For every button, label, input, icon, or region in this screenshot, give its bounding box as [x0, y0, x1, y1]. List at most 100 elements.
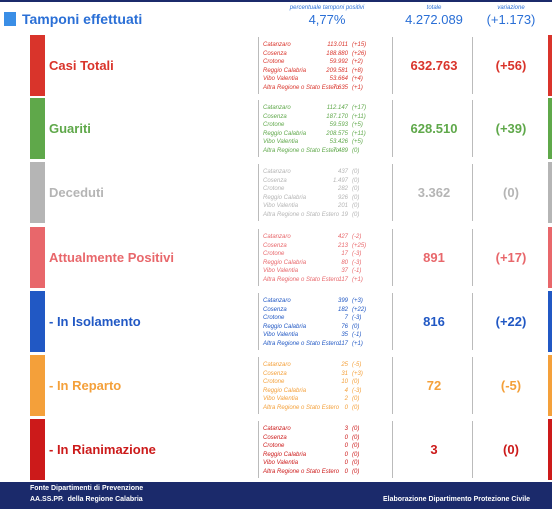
- province-change: (+5): [352, 139, 363, 145]
- province: Crotone: [263, 251, 285, 257]
- province-value: 53.426: [329, 139, 348, 145]
- province-change: (0): [352, 194, 360, 201]
- province: Reggio Calabria: [263, 451, 307, 458]
- province: Cosenza: [263, 50, 287, 57]
- province-change: (+1): [352, 84, 363, 91]
- section-total: 3.362: [417, 184, 451, 200]
- total-label: totale: [426, 5, 442, 11]
- change: (+1.173): [486, 12, 536, 27]
- province-change: (-3): [352, 315, 362, 321]
- section-total: 628.510: [410, 120, 458, 136]
- province-value: 1.497: [332, 177, 348, 184]
- province: Altra Regione o Stato Estero: [263, 276, 340, 283]
- section-change: (+39): [495, 120, 527, 136]
- province-value: 53.664: [329, 76, 348, 82]
- province-change: (0): [352, 434, 360, 441]
- section-total: 3: [430, 441, 438, 457]
- section-edge: [548, 98, 552, 159]
- province-value: 188.880: [326, 50, 348, 57]
- province-change: (0): [352, 443, 360, 449]
- province: Catanzaro: [263, 426, 291, 432]
- separator: [258, 421, 259, 478]
- province-value: 117: [338, 340, 348, 347]
- section-change: (+17): [495, 249, 527, 265]
- province-value: 37: [341, 268, 348, 274]
- province-change: (+17): [352, 105, 367, 111]
- province-value: 437: [337, 169, 348, 175]
- province: Vibo Valentia: [263, 139, 299, 145]
- province: Crotone: [263, 443, 285, 449]
- province-change: (0): [352, 323, 360, 330]
- province: Cosenza: [263, 434, 287, 441]
- section-change: (0): [503, 184, 519, 200]
- section-change: (+22): [495, 313, 527, 329]
- province-value: 31: [341, 370, 348, 377]
- province-change: (0): [352, 211, 360, 218]
- province-value: 926: [337, 194, 348, 201]
- province: Altra Regione o Stato Estero: [263, 211, 340, 218]
- separator: [472, 293, 473, 350]
- province-value: 19: [341, 211, 348, 218]
- province-value: 0: [344, 460, 348, 466]
- province-value: 0: [344, 404, 348, 411]
- footer: [0, 482, 552, 509]
- province: Cosenza: [263, 306, 287, 313]
- header-icon: [4, 12, 16, 26]
- province-value: 201: [337, 203, 348, 209]
- section-bar: [30, 162, 45, 223]
- section-label: Attualmente Positivi: [49, 249, 174, 265]
- province: Altra Regione o Stato Estero: [263, 84, 340, 91]
- province: Catanzaro: [263, 42, 291, 48]
- province: Crotone: [263, 186, 285, 192]
- province-change: (+5): [352, 122, 363, 128]
- separator: [392, 293, 393, 350]
- province: Reggio Calabria: [263, 194, 307, 201]
- province: Crotone: [263, 379, 285, 385]
- province: Reggio Calabria: [263, 130, 307, 137]
- province: Reggio Calabria: [263, 387, 307, 394]
- province-change: (+25): [352, 242, 367, 249]
- province-change: (-5): [352, 362, 362, 368]
- separator: [472, 164, 473, 221]
- section-bar: [30, 291, 45, 352]
- province-change: (0): [352, 186, 360, 192]
- province-value: 3: [344, 426, 348, 432]
- province-change: (-3): [352, 251, 362, 257]
- separator: [472, 421, 473, 478]
- header-rule: [0, 0, 552, 2]
- province-change: (+11): [352, 113, 366, 120]
- province-change: (-2): [352, 234, 362, 240]
- province: Cosenza: [263, 242, 287, 249]
- province-change: (+8): [352, 67, 363, 74]
- province-value: 4: [344, 387, 348, 394]
- separator: [258, 229, 259, 286]
- province-change: (0): [352, 426, 360, 432]
- province-change: (+1): [352, 276, 363, 283]
- province-value: 0: [344, 468, 348, 475]
- separator: [392, 357, 393, 414]
- province-value: 10: [341, 379, 348, 385]
- separator: [472, 357, 473, 414]
- province: Altra Regione o Stato Estero: [263, 147, 340, 154]
- province-change: (+11): [352, 130, 366, 137]
- province: Catanzaro: [263, 362, 291, 368]
- section-change: (-5): [500, 377, 522, 393]
- province: Cosenza: [263, 177, 287, 184]
- section-bar: [30, 419, 45, 480]
- header-title: Tamponi effettuati: [22, 11, 143, 27]
- separator: [258, 293, 259, 350]
- province-value: 35: [341, 332, 348, 338]
- province-change: (0): [352, 460, 360, 466]
- province-value: 113.011: [327, 42, 348, 48]
- province-change: (+26): [352, 50, 367, 57]
- section-total: 816: [423, 313, 445, 329]
- section-bar: [30, 98, 45, 159]
- province-value: 7: [344, 315, 348, 321]
- province: Reggio Calabria: [263, 259, 307, 266]
- section-bar: [30, 35, 45, 96]
- province-value: 282: [337, 186, 348, 192]
- percent: 4,77%: [308, 12, 346, 27]
- footer-source: Fonte Dipartimenti di Prevenzione: [30, 485, 144, 492]
- province-change: (0): [352, 468, 360, 475]
